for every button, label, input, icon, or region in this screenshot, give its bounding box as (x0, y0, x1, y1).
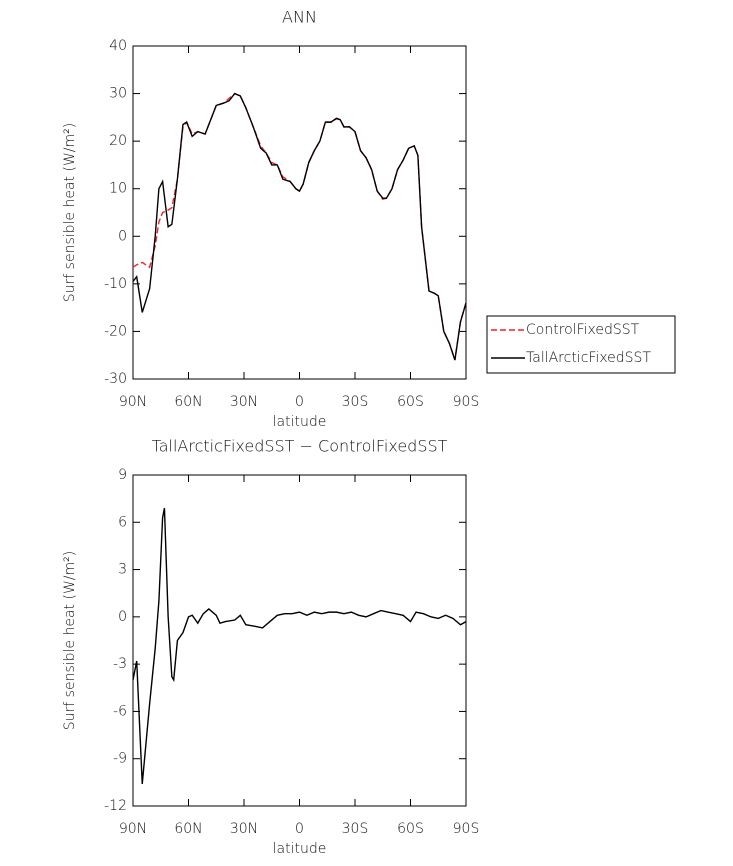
y-tick-label: 9 (118, 467, 127, 483)
y-tick-label: -3 (113, 656, 127, 672)
data-line (132, 507, 467, 784)
x-tick-label: 90N (119, 821, 147, 837)
y-tick-label: -20 (104, 323, 127, 339)
y-tick-label: -9 (113, 751, 127, 767)
y-tick-label: 3 (118, 562, 127, 578)
y-tick-label: 6 (118, 514, 127, 530)
x-tick-label: 30S (342, 394, 369, 410)
y-tick-label: 0 (118, 609, 127, 625)
x-tick-label: 60N (174, 394, 202, 410)
y-tick-label: -10 (104, 276, 127, 292)
chart-title: ANN (282, 8, 317, 27)
data-line (132, 92, 467, 361)
legend-label: TallArcticFixedSST (526, 350, 651, 366)
y-tick-label: -30 (104, 371, 127, 387)
y-axis-label: Surf sensible heat (W/m²) (62, 551, 78, 730)
plot-frame (132, 45, 467, 380)
legend-box (486, 315, 676, 374)
x-tick-label: 60S (397, 394, 424, 410)
y-tick-label: 20 (109, 133, 127, 149)
x-tick-label: 60S (397, 821, 424, 837)
x-tick-label: 0 (295, 394, 304, 410)
y-axis-label: Surf sensible heat (W/m²) (62, 123, 78, 302)
x-tick-label: 90S (453, 821, 480, 837)
y-tick-label: 0 (118, 228, 127, 244)
x-tick-label: 90N (119, 394, 147, 410)
legend-label: ControlFixedSST (526, 322, 640, 338)
plot-frame (132, 474, 467, 807)
y-tick-label: -6 (113, 703, 127, 719)
x-tick-label: 90S (453, 394, 480, 410)
y-tick-label: 40 (109, 38, 127, 54)
x-tick-label: 60N (174, 821, 202, 837)
y-tick-label: 10 (109, 181, 127, 197)
x-tick-label: 30N (230, 394, 258, 410)
y-tick-label: 30 (109, 86, 127, 102)
x-tick-label: 30N (230, 821, 258, 837)
y-tick-label: -12 (104, 798, 127, 814)
x-axis-label: latitude (273, 414, 327, 430)
chart-title: TallArcticFixedSST − ControlFixedSST (152, 437, 448, 456)
data-line (132, 92, 467, 361)
x-axis-label: latitude (273, 841, 327, 857)
x-tick-label: 0 (295, 821, 304, 837)
x-tick-label: 30S (342, 821, 369, 837)
